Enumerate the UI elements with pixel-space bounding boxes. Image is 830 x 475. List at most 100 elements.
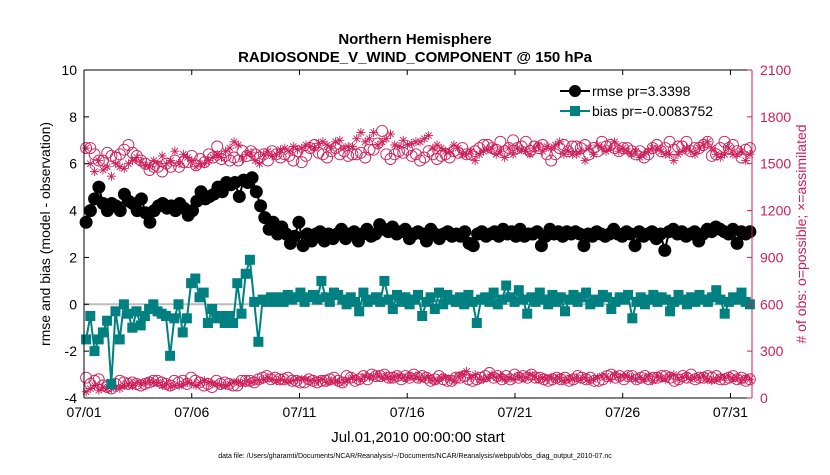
bias-point: [593, 296, 604, 307]
asterisk-stroke: [277, 375, 285, 383]
bias-point: [471, 318, 482, 328]
rmse-point: [458, 225, 472, 239]
asterisk-stroke: [513, 144, 521, 152]
obs-possible-point: [414, 154, 427, 167]
asterisk-stroke: [721, 374, 729, 382]
asterisk-stroke: [509, 375, 517, 383]
obs-assimilated-point: [318, 374, 328, 384]
bias-point: [707, 292, 718, 303]
legend-bias-marker: [570, 106, 580, 116]
asterisk-stroke: [632, 147, 640, 155]
asterisk-stroke: [226, 380, 234, 388]
asterisk-stroke: [387, 375, 395, 383]
bias-point: [173, 299, 184, 310]
asterisk-stroke: [594, 141, 602, 149]
obs-assimilated-point: [441, 373, 450, 383]
asterisk-stroke: [463, 150, 471, 158]
asterisk-stroke: [319, 138, 327, 146]
obs-assimilated-point: [521, 373, 531, 383]
asterisk-stroke: [737, 147, 745, 155]
bias-point: [606, 304, 617, 314]
asterisk-stroke: [382, 372, 390, 380]
obs-assimilated-point: [145, 376, 154, 386]
x-tick-label: 07/26: [605, 404, 640, 420]
bias-point: [354, 306, 365, 317]
asterisk-stroke: [103, 163, 111, 171]
bias-point: [488, 287, 499, 298]
bias-point: [690, 296, 701, 307]
bias-point: [627, 313, 638, 324]
asterisk-stroke: [501, 153, 509, 161]
obs-assimilated-point: [745, 374, 755, 384]
obs-count-layer: [80, 124, 756, 397]
bias-point: [236, 308, 247, 319]
obs-assimilated-point: [98, 382, 108, 392]
obs-assimilated-point: [94, 156, 104, 166]
asterisk-stroke: [302, 375, 310, 383]
bias-point: [660, 294, 671, 305]
asterisk-stroke: [412, 372, 420, 380]
bias-point: [81, 334, 92, 345]
asterisk-stroke: [556, 138, 564, 146]
bias-point: [400, 292, 411, 303]
obs-assimilated-point: [225, 143, 235, 153]
asterisk-stroke: [488, 144, 496, 152]
asterisk-stroke: [289, 377, 297, 385]
asterisk-stroke: [137, 380, 145, 388]
asterisk-stroke: [628, 150, 636, 158]
obs-assimilated-point: [534, 374, 543, 384]
bias-point: [534, 287, 545, 298]
asterisk-stroke: [399, 136, 407, 144]
asterisk-stroke: [348, 374, 356, 382]
asterisk-stroke: [699, 372, 707, 380]
asterisk-stroke: [543, 143, 551, 151]
bias-point: [719, 308, 730, 319]
bias-point: [350, 296, 360, 307]
obs-assimilated-point: [322, 377, 332, 387]
obs-assimilated-point: [415, 374, 425, 384]
asterisk-stroke: [632, 375, 640, 383]
obs-assimilated-point: [145, 162, 154, 172]
legend: rmse pr=3.3398 bias pr=-0.0083752: [556, 78, 746, 120]
asterisk-stroke: [657, 374, 665, 382]
bias-point: [131, 306, 142, 317]
asterisk-stroke: [742, 157, 750, 165]
asterisk-stroke: [446, 147, 454, 155]
asterisk-stroke: [454, 144, 462, 152]
asterisk-stroke: [378, 374, 386, 382]
asterisk-stroke: [687, 375, 695, 383]
obs-assimilated-point: [631, 374, 641, 384]
bias-point: [223, 311, 234, 321]
bias-point: [139, 311, 150, 321]
asterisk-stroke: [336, 136, 344, 144]
obs-assimilated-point: [386, 129, 395, 139]
asterisk-stroke: [281, 144, 289, 152]
asterisk-stroke: [116, 163, 124, 171]
asterisk-stroke: [146, 163, 154, 171]
y-tick-label-left: 4: [69, 203, 77, 219]
asterisk-stroke: [560, 150, 568, 158]
obs-assimilated-point: [466, 146, 476, 156]
bias-point: [463, 289, 474, 300]
asterisk-stroke: [480, 147, 488, 155]
bias-point: [581, 287, 592, 298]
obs-possible-point: [367, 143, 380, 156]
asterisk-stroke: [577, 375, 585, 383]
bias-point: [177, 327, 188, 338]
bias-point: [102, 315, 113, 326]
x-axis-label: Jul.01,2010 00:00:00 start: [331, 429, 505, 446]
asterisk-stroke: [589, 375, 597, 383]
bias-point: [215, 311, 226, 321]
asterisk-stroke: [670, 157, 678, 165]
obs-possible-point: [407, 368, 420, 381]
asterisk-stroke: [568, 375, 576, 383]
obs-assimilated-point: [98, 165, 108, 175]
asterisk-stroke: [458, 371, 466, 379]
asterisk-stroke: [606, 144, 614, 152]
asterisk-stroke: [543, 375, 551, 383]
obs-assimilated-point: [715, 153, 725, 162]
obs-assimilated-point: [233, 140, 243, 150]
bias-point: [312, 294, 323, 305]
asterisk-stroke: [653, 372, 661, 380]
asterisk-stroke: [585, 377, 593, 385]
